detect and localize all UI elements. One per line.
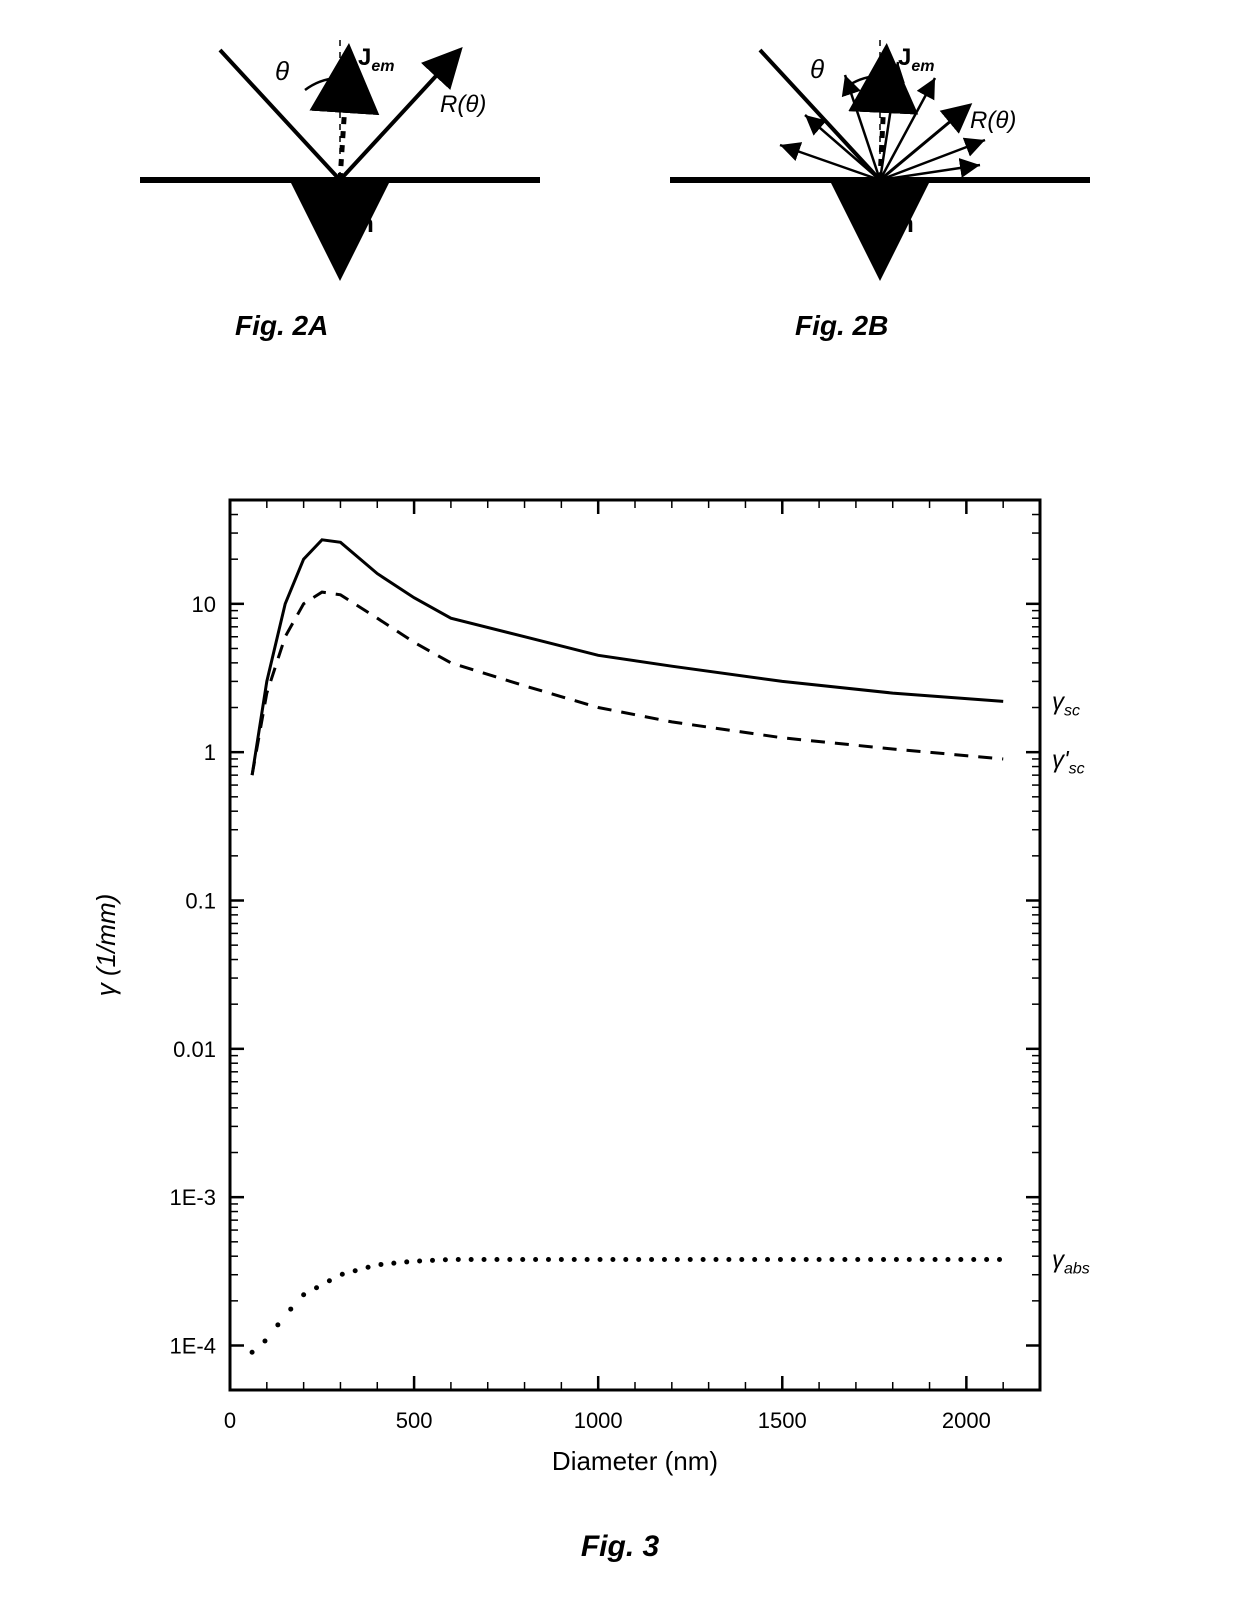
fig-2a-diagram: θ Jem R(θ) n̂ xyxy=(130,30,550,290)
r-theta-label: R(θ) xyxy=(440,91,486,118)
jem-arrow xyxy=(880,58,886,180)
svg-text:γabs: γabs xyxy=(1052,1246,1090,1277)
svg-text:0: 0 xyxy=(224,1408,236,1433)
svg-text:γ'sc: γ'sc xyxy=(1052,747,1085,778)
fig-2b-diagram: θ Jem R(θ) n̂ xyxy=(660,30,1100,290)
fig-2a-caption: Fig. 2A xyxy=(235,310,328,342)
svg-text:Diameter (nm): Diameter (nm) xyxy=(552,1446,718,1476)
svg-text:1: 1 xyxy=(204,740,216,765)
jem-label: Jem xyxy=(898,44,934,75)
fig2-row: θ Jem R(θ) n̂ xyxy=(0,30,1240,350)
svg-text:1000: 1000 xyxy=(574,1408,623,1433)
theta-label: θ xyxy=(275,56,289,86)
jem-arrow xyxy=(340,58,348,180)
svg-text:1E-3: 1E-3 xyxy=(170,1185,216,1210)
svg-text:500: 500 xyxy=(396,1408,433,1433)
fig-3-caption: Fig. 3 xyxy=(0,1530,1240,1564)
n-label: n̂ xyxy=(358,207,374,238)
svg-text:1E-4: 1E-4 xyxy=(170,1334,216,1359)
svg-text:1500: 1500 xyxy=(758,1408,807,1433)
svg-text:2000: 2000 xyxy=(942,1408,991,1433)
svg-text:γ (1/mm): γ (1/mm) xyxy=(91,894,121,997)
jem-label: Jem xyxy=(358,44,394,75)
svg-text:10: 10 xyxy=(192,592,216,617)
theta-arc xyxy=(305,78,337,90)
svg-text:0.1: 0.1 xyxy=(185,889,216,914)
svg-text:0.01: 0.01 xyxy=(173,1037,216,1062)
fig-2b-caption: Fig. 2B xyxy=(795,310,888,342)
svg-text:γsc: γsc xyxy=(1052,689,1080,720)
n-label: n̂ xyxy=(898,207,914,238)
r-theta-label: R(θ) xyxy=(970,107,1016,134)
theta-label: θ xyxy=(810,54,824,84)
fig-3-chart: 0 500 1000 1500 2000 1E-4 1E-3 0.01 0.1 1 10 Diamet… xyxy=(80,470,1160,1510)
